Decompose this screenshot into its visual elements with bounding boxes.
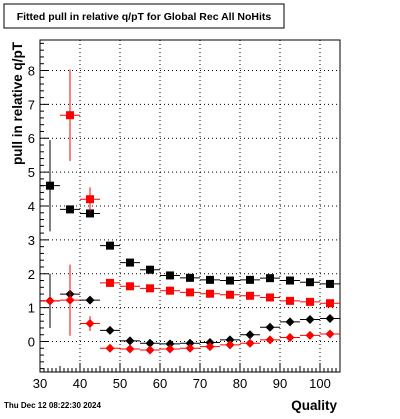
- data-point-diamond: [225, 340, 235, 350]
- title-box: Fitted pull in relative q/pT for Global …: [3, 3, 285, 29]
- x-tick-label: 100: [309, 376, 331, 391]
- data-point-diamond: [305, 330, 315, 340]
- data-point-square: [286, 276, 294, 285]
- data-point-diamond: [325, 313, 335, 323]
- y-tick-label: 2: [28, 267, 35, 282]
- data-point-diamond: [185, 343, 195, 353]
- y-tick-label: 1: [28, 301, 35, 316]
- y-tick-label: 3: [28, 233, 35, 248]
- data-point-diamond: [105, 343, 115, 353]
- data-point-square: [106, 241, 114, 250]
- data-point-square: [266, 274, 274, 283]
- data-point-square: [146, 265, 154, 274]
- data-point-square: [246, 291, 254, 300]
- data-point-square: [206, 275, 214, 284]
- data-point-diamond: [265, 322, 275, 332]
- data-point-diamond: [145, 338, 155, 348]
- data-point-diamond: [125, 336, 135, 346]
- data-point-diamond: [165, 344, 175, 354]
- data-point-diamond: [85, 295, 95, 305]
- data-point-square: [186, 273, 194, 282]
- y-tick-label: 7: [28, 97, 35, 112]
- y-axis-label: pull in relative q/pT: [10, 41, 25, 165]
- data-point-diamond: [265, 335, 275, 345]
- data-point-diamond: [285, 332, 295, 342]
- title-box-frame: [3, 3, 285, 29]
- plot-area: 30 40 50 60 70 80 90 100 0 1 2 3 4 5 6 7 8: [28, 39, 341, 391]
- data-point-diamond: [65, 295, 75, 305]
- data-point-diamond: [325, 329, 335, 339]
- data-point-square: [306, 297, 314, 306]
- data-point-square: [226, 276, 234, 285]
- data-point-square: [286, 296, 294, 305]
- data-point-square: [186, 288, 194, 297]
- data-point-square: [46, 181, 54, 190]
- x-tick-label: 50: [113, 376, 127, 391]
- data-point-square: [326, 279, 334, 288]
- data-point-square: [206, 289, 214, 298]
- data-point-square: [66, 111, 74, 120]
- data-point-diamond: [305, 314, 315, 324]
- y-tick-label: 8: [28, 63, 35, 78]
- data-point-diamond: [85, 319, 95, 329]
- data-point-square: [246, 275, 254, 284]
- data-point-square: [306, 278, 314, 287]
- data-point-square: [146, 284, 154, 293]
- data-point-square: [126, 258, 134, 267]
- data-point-square: [326, 299, 334, 308]
- x-tick-label: 30: [33, 376, 47, 391]
- data-point-square: [66, 205, 74, 214]
- data-point-square: [226, 290, 234, 299]
- data-point-diamond: [125, 344, 135, 354]
- data-point-square: [86, 209, 94, 218]
- x-tick-label: 90: [273, 376, 287, 391]
- data-point-diamond: [105, 325, 115, 335]
- y-tick-label: 6: [28, 131, 35, 146]
- y-tick-label: 5: [28, 165, 35, 180]
- data-point-diamond: [245, 338, 255, 348]
- data-point-square: [106, 278, 114, 287]
- data-point-square: [266, 293, 274, 302]
- data-point-diamond: [165, 339, 175, 349]
- data-point-diamond: [145, 345, 155, 355]
- data-point-square: [126, 282, 134, 291]
- data-point-diamond: [185, 338, 195, 348]
- data-point-diamond: [245, 330, 255, 340]
- data-point-square: [166, 286, 174, 295]
- x-tick-label: 40: [73, 376, 87, 391]
- x-tick-label: 60: [153, 376, 167, 391]
- data-point-diamond: [205, 342, 215, 352]
- y-tick-label: 0: [28, 335, 35, 350]
- chart-title: Fitted pull in relative q/pT for Global …: [17, 11, 272, 23]
- y-tick-label: 4: [28, 199, 35, 214]
- x-tick-label: 70: [193, 376, 207, 391]
- timestamp: Thu Dec 12 08:22:30 2024: [4, 401, 101, 410]
- data-point-square: [86, 195, 94, 204]
- data-point-diamond: [45, 296, 55, 306]
- data-point-diamond: [285, 317, 295, 327]
- data-point-diamond: [225, 335, 235, 345]
- x-axis-label: Quality: [291, 398, 337, 413]
- x-tick-label: 80: [233, 376, 247, 391]
- data-point-square: [166, 271, 174, 280]
